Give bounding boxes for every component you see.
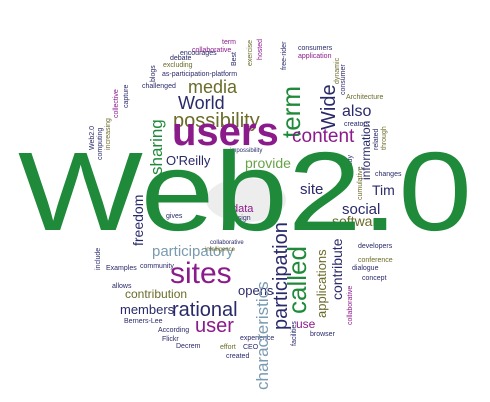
- word-decrem: Decrem: [176, 343, 201, 350]
- word-computing: computing: [97, 128, 104, 160]
- word-dynamic: dynamic: [334, 57, 341, 84]
- word-experience: experience: [240, 335, 274, 342]
- word-debate: debate: [170, 55, 192, 62]
- word-design: design: [230, 215, 251, 222]
- word-flickr: Flickr: [162, 336, 179, 343]
- word-developers: developers: [358, 243, 393, 250]
- word-sharing: sharing: [147, 119, 166, 175]
- word-site: site: [300, 181, 323, 198]
- word-hosted: hosted: [257, 39, 264, 60]
- word-increasing: increasing: [105, 118, 112, 150]
- word-software: software: [332, 213, 385, 229]
- word-intelligence: intelligence: [205, 247, 236, 253]
- word-architecture: Architecture: [346, 94, 383, 101]
- word-contribute: contribute: [329, 238, 345, 300]
- word-related: related: [373, 128, 380, 150]
- word-identity: identity: [341, 319, 342, 320]
- word-information: information: [359, 121, 373, 180]
- word-include: include: [95, 248, 102, 270]
- word-creators: creators: [344, 121, 370, 128]
- word-tim: Tim: [372, 182, 395, 198]
- word-dialogue: dialogue: [352, 265, 379, 272]
- word-participation: participation: [270, 222, 292, 330]
- word-users: users: [172, 110, 279, 154]
- word-content: content: [292, 126, 355, 147]
- word-sites: sites: [170, 257, 232, 290]
- word-term-small: term: [222, 39, 236, 46]
- word-media: media: [188, 77, 238, 97]
- word-as-participation-platform: as-participation-platform: [162, 71, 237, 78]
- word-applications: applications: [314, 249, 329, 318]
- word-best: Best: [231, 52, 238, 66]
- word-ceo: CEO: [243, 344, 259, 351]
- word-facilities: facilities: [291, 321, 298, 346]
- word-collective: collective: [113, 89, 120, 118]
- word-collaborative-mid: collaborative: [347, 286, 354, 325]
- word-encourages: encourages: [180, 50, 217, 57]
- word-created: created: [226, 353, 249, 360]
- word-challenged: challenged: [142, 83, 176, 90]
- word-changes: changes: [375, 171, 402, 178]
- word-conference: conference: [358, 257, 393, 264]
- word-called: called: [282, 246, 312, 314]
- word-world: World: [178, 93, 225, 113]
- word-application: application: [298, 53, 332, 60]
- word-browser: browser: [310, 331, 336, 338]
- word-cumulative: cumulative: [357, 166, 364, 200]
- word-already: already: [347, 155, 354, 178]
- word-blogs: blogs: [150, 65, 157, 82]
- word-consumer: consumer: [340, 64, 347, 95]
- word-user: user: [195, 315, 234, 337]
- word-gives: gives: [166, 213, 183, 220]
- word-contribution: contribution: [125, 287, 187, 301]
- word-berners-lee: Berners-Lee: [124, 318, 163, 325]
- word-community: community: [140, 263, 174, 270]
- word-also: also: [342, 103, 371, 120]
- word-excluding: excluding: [163, 62, 193, 69]
- word-freedom: freedom: [130, 195, 146, 246]
- word-collaborative-low: collaborative: [210, 240, 244, 246]
- word-characteristics: characteristics: [253, 281, 272, 390]
- word-library: Web2.0: [89, 126, 96, 150]
- word-members: members: [120, 302, 175, 317]
- word-data: data: [232, 203, 254, 215]
- word-oreilly: O'Reilly: [166, 153, 211, 168]
- word-participatory: participatory: [152, 243, 234, 260]
- word-exercise: exercise: [247, 40, 254, 66]
- word-rational: rational: [172, 299, 238, 321]
- word-consumers: consumers: [298, 45, 333, 52]
- word-term-large: term: [276, 86, 306, 138]
- word-social: social: [342, 201, 380, 218]
- word-allows: allows: [112, 283, 132, 290]
- headline-web20: Web2.0: [18, 129, 472, 254]
- word-effort: effort: [220, 344, 236, 351]
- word-examples: Examples: [106, 265, 137, 272]
- word-provide: provide: [245, 155, 291, 171]
- word-possibility: possibility: [173, 110, 260, 132]
- word-free-rider: free-rider: [281, 41, 288, 70]
- word-wide: Wide: [318, 84, 340, 130]
- word-impossibility: impossibility: [230, 148, 262, 154]
- word-use: use: [296, 317, 316, 331]
- word-concept: concept: [362, 275, 387, 282]
- word-opens: opens: [238, 283, 274, 298]
- word-capture: capture: [123, 85, 130, 108]
- word-through: through: [381, 126, 388, 150]
- word-according: According: [158, 327, 189, 334]
- watermark-shape: [206, 178, 286, 222]
- word-collaborative-top: collaborative: [192, 47, 231, 54]
